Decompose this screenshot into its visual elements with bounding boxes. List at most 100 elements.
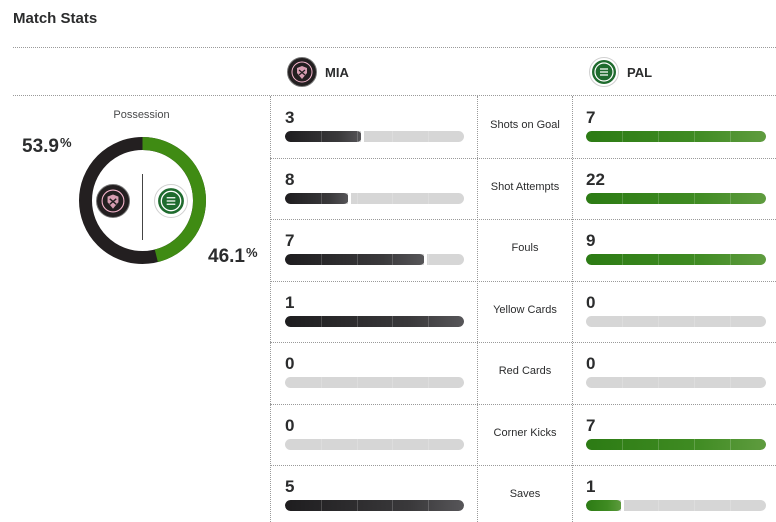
away-stat-bar-fill [586, 192, 766, 204]
bar-tick [622, 377, 623, 388]
row-divider [270, 281, 776, 282]
bar-tick [622, 438, 623, 450]
bar-tick [428, 254, 430, 265]
away-possession-number: 46.1 [208, 246, 245, 267]
bar-tick [694, 315, 695, 327]
home-stat-value: 8 [285, 169, 295, 189]
bar-end-cap [360, 131, 364, 142]
bar-tick [392, 254, 394, 265]
away-stat-bar [586, 131, 766, 142]
away-team-abbr: PAL [627, 64, 653, 80]
bar-tick [428, 377, 430, 388]
bar-tick [356, 315, 358, 327]
bar-tick [694, 254, 695, 265]
home-stat-bar [285, 254, 464, 265]
away-stat-value: 9 [586, 231, 596, 250]
home-stat-bar [285, 438, 464, 450]
match-stats-title: Match Stats [13, 10, 98, 27]
away-stat-bar-fill [586, 131, 766, 142]
bar-tick [320, 131, 322, 142]
home-stat-bar-fill [285, 131, 362, 142]
stat-label: Red Cards [498, 365, 552, 377]
home-stat-bar-fill [285, 254, 425, 265]
bar-tick [320, 377, 322, 388]
home-stat-value: 7 [285, 231, 295, 250]
home-stat-bar [285, 500, 464, 511]
bar-tick [320, 254, 322, 265]
bar-tick [622, 315, 623, 327]
stat-label: Shot Attempts [490, 180, 560, 193]
bar-tick [730, 315, 731, 327]
home-stat-bar-fill [285, 192, 350, 204]
row-divider [270, 404, 776, 405]
bar-tick [320, 315, 322, 327]
donut-away-crest-icon [154, 184, 188, 218]
home-stat-bar-fill [285, 315, 464, 327]
away-possession-unit: % [245, 245, 258, 260]
away-stat-bar-fill [586, 500, 622, 511]
bar-tick [622, 131, 623, 142]
bar-end-cap [621, 500, 624, 511]
row-divider [270, 219, 776, 220]
bar-tick [356, 377, 358, 388]
bar-tick [356, 192, 358, 204]
away-stat-value: 22 [586, 169, 605, 189]
bar-tick [694, 192, 695, 204]
home-team-abbr: MIA [325, 64, 349, 80]
bar-tick [428, 192, 430, 204]
stat-label: Fouls [511, 242, 539, 254]
bar-tick [694, 438, 695, 450]
teams-divider [13, 95, 776, 96]
home-stat-value: 0 [285, 354, 295, 373]
possession-label: Possession [113, 109, 170, 121]
row-divider [270, 158, 776, 159]
away-stat-value: 1 [586, 477, 596, 496]
bar-tick [356, 254, 358, 265]
away-stat-bar [586, 192, 766, 204]
bar-tick [356, 438, 358, 450]
away-possession-value: 46.1% [208, 245, 258, 268]
home-stat-value: 1 [285, 292, 295, 312]
header-divider [13, 47, 776, 48]
possession-donut-chart [79, 137, 206, 264]
bar-tick [392, 131, 394, 142]
home-stat-value: 3 [285, 108, 295, 127]
bar-tick [320, 500, 322, 511]
bar-tick [392, 438, 394, 450]
home-stat-value: 5 [285, 477, 295, 496]
bar-tick [622, 192, 623, 204]
team-header-home: MIA [287, 56, 349, 88]
home-stat-bar-fill [285, 500, 464, 511]
bar-tick [392, 315, 394, 327]
home-stat-value: 0 [285, 415, 295, 435]
bar-tick [658, 315, 659, 327]
bar-end-cap [348, 192, 352, 204]
bar-tick [428, 438, 430, 450]
bar-tick [392, 192, 394, 204]
home-possession-unit: % [59, 135, 72, 150]
bar-tick [356, 500, 358, 511]
bar-tick [320, 192, 322, 204]
away-stat-value: 7 [586, 415, 596, 435]
home-stat-bar [285, 131, 464, 142]
bar-tick [356, 131, 358, 142]
home-possession-value: 53.9% [22, 135, 72, 158]
stat-label: Yellow Cards [493, 303, 557, 316]
bar-tick [428, 131, 430, 142]
away-stat-bar-fill [586, 254, 766, 265]
bar-tick [622, 254, 623, 265]
palmeiras-crest-icon [589, 57, 619, 87]
bar-tick [658, 131, 659, 142]
home-possession-number: 53.9 [22, 136, 59, 157]
away-stat-bar [586, 500, 766, 511]
bar-tick [730, 131, 731, 142]
away-possession-arc [142, 137, 206, 263]
bar-tick [658, 192, 659, 204]
bar-tick [694, 377, 695, 388]
bar-tick [694, 131, 695, 142]
bar-tick [658, 377, 659, 388]
bar-tick [730, 438, 731, 450]
bar-tick [428, 500, 430, 511]
inter-miami-crest-icon [287, 57, 317, 87]
label-column-left-divider [477, 96, 478, 522]
